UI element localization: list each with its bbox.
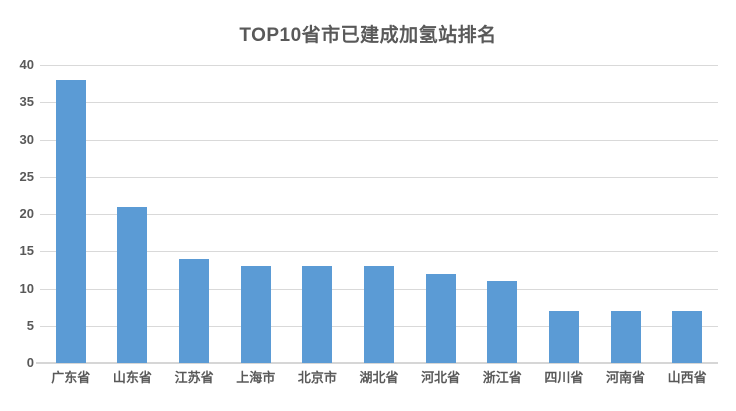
- x-axis-tick-label: 山西省: [667, 370, 707, 385]
- bar-广东省: [55, 79, 86, 363]
- gridline: [40, 65, 718, 66]
- y-axis-tick-label: 5: [26, 317, 34, 333]
- x-axis-tick-label: 浙江省: [482, 370, 522, 385]
- bar-江苏省: [179, 258, 210, 363]
- gridline: [40, 102, 718, 104]
- y-axis-tick-label: 10: [19, 280, 34, 296]
- gridline: [40, 251, 718, 253]
- x-axis-tick-label: 北京市: [297, 370, 337, 385]
- x-axis-tick-label: 湖北省: [359, 370, 399, 385]
- chart-title: TOP10省市已建成加氢站排名: [239, 25, 497, 46]
- bar-湖北省: [364, 266, 394, 363]
- y-axis-tick-label: 30: [19, 131, 34, 147]
- plot-area: 0 5 10 15 20 25 30 35 40 广东省 山东省 江苏省 上海市 北京市 湖北省 河北省 浙江省…: [20, 57, 718, 385]
- gridline: [40, 176, 718, 178]
- x-axis-line: [36, 362, 718, 364]
- bar-河南省: [610, 310, 641, 363]
- bar-北京市: [302, 266, 333, 363]
- gridline: [40, 214, 718, 215]
- gridline: [40, 139, 718, 141]
- bar-山西省: [672, 310, 703, 363]
- bar-浙江省: [487, 281, 518, 363]
- bar-河北省: [425, 273, 456, 363]
- bar-四川省: [548, 310, 579, 363]
- x-axis-tick-label: 四川省: [544, 370, 584, 385]
- x-axis-tick-label: 上海市: [236, 370, 276, 385]
- y-axis-tick-label: 35: [19, 94, 34, 110]
- bar-山东省: [117, 206, 148, 363]
- y-axis-tick-label: 40: [19, 57, 34, 72]
- y-axis-tick-label: 0: [26, 355, 34, 370]
- y-axis-tick-label: 25: [19, 168, 34, 184]
- x-axis-tick-label: 广东省: [51, 370, 91, 385]
- x-axis-tick-label: 江苏省: [174, 370, 214, 385]
- y-axis-tick-label: 20: [19, 206, 34, 221]
- x-axis-tick-label: 山东省: [112, 370, 152, 385]
- y-axis-tick-label: 15: [19, 243, 34, 259]
- x-axis-tick-label: 河北省: [421, 370, 461, 385]
- x-axis-tick-label: 河南省: [606, 370, 646, 385]
- bar-上海市: [240, 266, 271, 363]
